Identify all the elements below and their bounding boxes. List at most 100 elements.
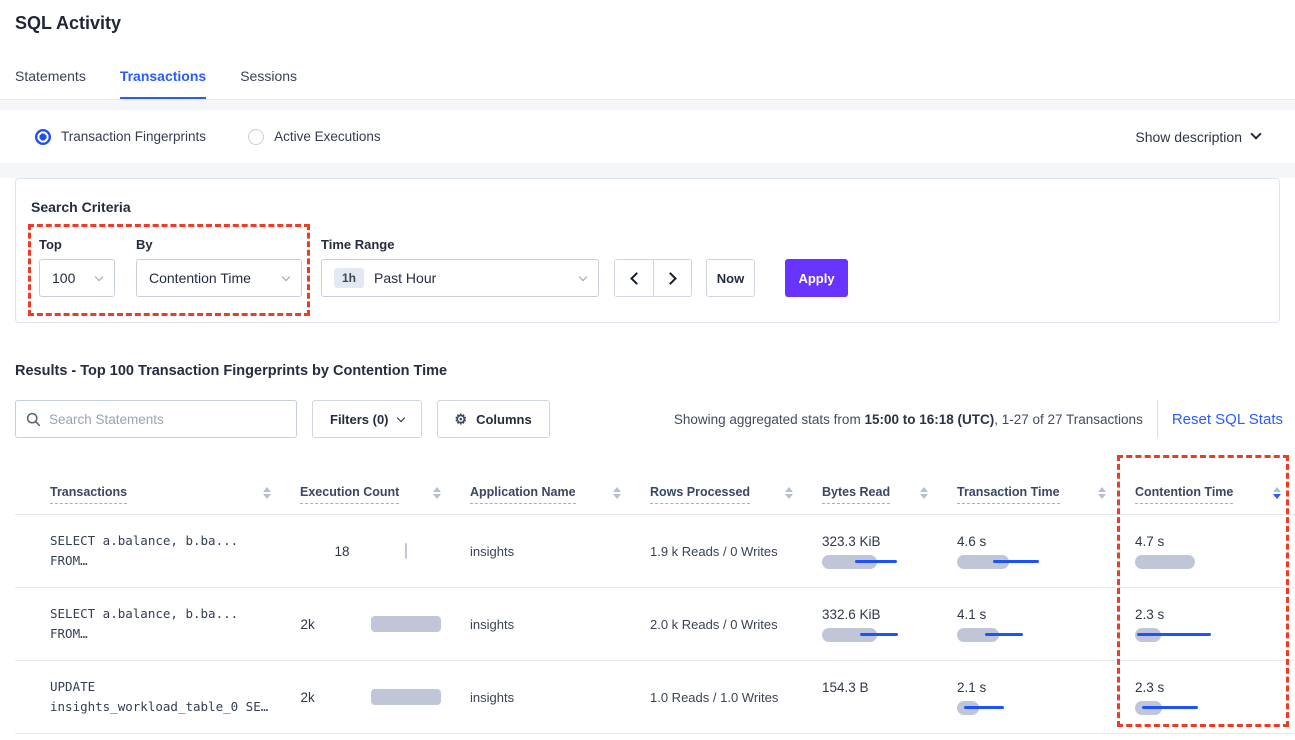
- search-criteria-panel: Search Criteria Top 100 By Contention Ti…: [15, 178, 1280, 323]
- show-description-label: Show description: [1135, 128, 1242, 145]
- time-range-badge: 1h: [334, 268, 365, 288]
- now-button[interactable]: Now: [706, 259, 755, 297]
- table-row: SELECT a.balance, b.ba... FROM… 18 insig…: [15, 515, 1295, 588]
- execution-count-cell: 2k: [285, 661, 455, 733]
- tab-bar: Statements Transactions Sessions: [15, 68, 297, 100]
- column-header-contention-time[interactable]: Contention Time: [1120, 455, 1295, 514]
- header-divider: [0, 99, 1295, 100]
- filters-label: Filters (0): [330, 411, 389, 427]
- rows-processed-cell: 2.0 k Reads / 0 Writes: [650, 616, 778, 632]
- page-title: SQL Activity: [15, 13, 122, 33]
- results-heading: Results - Top 100 Transaction Fingerprin…: [15, 363, 448, 379]
- tab-transactions[interactable]: Transactions: [119, 68, 207, 100]
- top-select-value: 100: [52, 270, 76, 286]
- transaction-fingerprint-link[interactable]: SELECT a.balance, b.ba... FROM…: [50, 606, 239, 641]
- chevron-down-icon: [94, 272, 104, 281]
- next-time-button[interactable]: [653, 260, 691, 296]
- gear-icon: ⚙: [454, 411, 468, 427]
- section-gap: [0, 163, 1295, 178]
- radio-transaction-fingerprints[interactable]: Transaction Fingerprints: [35, 128, 207, 145]
- chevron-left-icon: [629, 271, 643, 285]
- column-header-execution-count[interactable]: Execution Count: [285, 455, 455, 514]
- time-range-value: Past Hour: [374, 270, 437, 286]
- contention-time-cell: 2.3 s: [1120, 588, 1295, 660]
- transaction-time-cell: 4.1 s: [942, 588, 1120, 660]
- by-select[interactable]: Contention Time: [136, 259, 302, 297]
- bytes-read-bar: [822, 627, 928, 642]
- transaction-time-cell: 4.6 s: [942, 515, 1120, 587]
- bytes-read-bar: [822, 554, 928, 569]
- chevron-down-icon: [396, 413, 405, 422]
- reset-sql-stats-link[interactable]: Reset SQL Stats: [1171, 410, 1283, 428]
- execution-count-bar: [404, 543, 407, 559]
- previous-time-button[interactable]: [615, 260, 653, 296]
- apply-button[interactable]: Apply: [785, 259, 848, 297]
- execution-count-cell: 2k: [285, 588, 455, 660]
- time-range-select[interactable]: 1h Past Hour: [321, 259, 599, 297]
- transactions-table: Transactions Execution Count Application…: [15, 455, 1295, 734]
- search-statements-input[interactable]: [49, 411, 286, 427]
- chevron-down-icon: [578, 272, 588, 281]
- radio-active-executions[interactable]: Active Executions: [248, 128, 381, 145]
- tab-sessions[interactable]: Sessions: [240, 68, 298, 84]
- chevron-down-icon: [1250, 128, 1262, 140]
- sort-icon: [920, 487, 928, 499]
- top-select[interactable]: 100: [39, 259, 115, 297]
- rows-processed-cell: 1.0 Reads / 1.0 Writes: [650, 689, 779, 705]
- execution-count-bar: [370, 689, 441, 705]
- time-range-pager: [614, 259, 692, 297]
- bytes-read-cell: 154.3 B: [807, 661, 942, 733]
- top-label: Top: [39, 237, 62, 252]
- show-description-toggle[interactable]: Show description: [1135, 128, 1262, 145]
- columns-label: Columns: [476, 411, 532, 427]
- bytes-read-bar: [822, 701, 928, 715]
- sort-icon: [613, 487, 621, 499]
- transaction-fingerprint-link[interactable]: SELECT a.balance, b.ba... FROM…: [50, 533, 239, 568]
- radio-selected-icon: [35, 128, 51, 145]
- stats-text: Showing aggregated stats from 15:00 to 1…: [673, 411, 1143, 427]
- time-range-label: Time Range: [321, 237, 395, 252]
- column-header-application-name[interactable]: Application Name: [455, 455, 635, 514]
- radio-label: Transaction Fingerprints: [61, 129, 207, 144]
- table-row: SELECT a.balance, b.ba... FROM… 2k insig…: [15, 588, 1295, 661]
- transaction-fingerprint-link[interactable]: UPDATE insights_workload_table_0 SE…: [50, 679, 269, 714]
- bytes-read-cell: 332.6 KiB: [807, 588, 942, 660]
- by-select-value: Contention Time: [149, 270, 251, 286]
- vertical-divider: [1156, 400, 1158, 438]
- execution-count-cell: 18: [285, 515, 455, 587]
- transaction-time-cell: 2.1 s: [942, 661, 1120, 733]
- contention-time-bar: [1135, 554, 1281, 569]
- search-icon: [26, 412, 41, 426]
- stats-summary: Showing aggregated stats from 15:00 to 1…: [674, 400, 1283, 438]
- sort-icon: [1098, 487, 1106, 499]
- column-header-bytes-read[interactable]: Bytes Read: [807, 455, 942, 514]
- section-gap: [0, 100, 1295, 110]
- contention-time-cell: 4.7 s: [1120, 515, 1295, 587]
- application-name-cell: insights: [470, 543, 515, 559]
- radio-label: Active Executions: [274, 129, 381, 144]
- application-name-cell: insights: [470, 616, 515, 632]
- filters-button[interactable]: Filters (0): [312, 400, 422, 438]
- column-header-transaction-time[interactable]: Transaction Time: [942, 455, 1120, 514]
- execution-count-bar: [370, 616, 441, 632]
- by-label: By: [136, 237, 153, 252]
- column-header-rows-processed[interactable]: Rows Processed: [635, 455, 807, 514]
- transaction-time-bar: [957, 554, 1106, 569]
- radio-unselected-icon: [248, 128, 265, 145]
- tab-statements[interactable]: Statements: [15, 68, 86, 84]
- contention-time-cell: 2.3 s: [1120, 661, 1295, 733]
- table-header-row: Transactions Execution Count Application…: [15, 455, 1295, 515]
- chevron-right-icon: [664, 271, 677, 285]
- search-criteria-heading: Search Criteria: [31, 199, 131, 215]
- column-header-transactions[interactable]: Transactions: [15, 455, 285, 514]
- chevron-down-icon: [281, 272, 291, 281]
- columns-button[interactable]: ⚙ Columns: [436, 400, 550, 438]
- sort-icon: [433, 487, 441, 499]
- results-controls: Filters (0) ⚙ Columns Showing aggregated…: [15, 400, 1283, 438]
- table-row: UPDATE insights_workload_table_0 SE… 2k …: [15, 661, 1295, 734]
- contention-time-bar: [1135, 700, 1281, 715]
- sort-icon: [785, 487, 793, 499]
- application-name-cell: insights: [470, 689, 515, 705]
- sort-icon: [263, 487, 271, 499]
- bytes-read-cell: 323.3 KiB: [807, 515, 942, 587]
